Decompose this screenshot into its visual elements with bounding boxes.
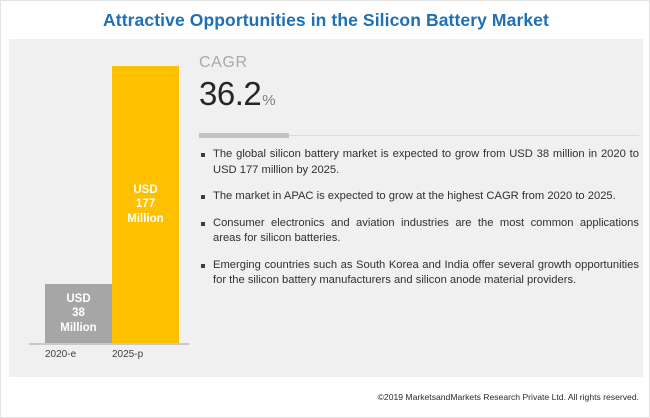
bar-2020-e: USD 38 Million [45, 283, 112, 343]
copyright-text: ©2019 MarketsandMarkets Research Private… [377, 392, 639, 402]
bar-2020-e-label: USD 38 Million [45, 292, 112, 336]
cagr-label: CAGR [199, 54, 248, 71]
bar-2025-p-label-line2: 177 [135, 198, 156, 211]
list-item: Emerging countries such as South Korea a… [199, 258, 639, 289]
highlights-list: The global silicon battery market is exp… [199, 147, 639, 300]
x-axis-tick-labels: 2020-e 2025-p [29, 349, 189, 367]
bar-2020-e-label-line1: USD [66, 292, 91, 305]
bar-2025-p-label-line3: Million [127, 212, 164, 225]
list-item: Consumer electronics and aviation indust… [199, 216, 639, 247]
x-tick-2025-p: 2025-p [112, 349, 144, 360]
divider-thin-line [199, 135, 639, 136]
bar-2020-e-label-line3: Million [60, 321, 97, 334]
bar-2025-p-label-line1: USD [133, 183, 158, 196]
cagr-number: 36.2 [199, 75, 262, 112]
bar-2025-p: USD 177 Million [112, 66, 179, 343]
x-axis-line [29, 343, 189, 345]
cagr-value: 36.2 % [199, 77, 276, 110]
divider-accent-segment [199, 133, 289, 138]
list-item: The market in APAC is expected to grow a… [199, 189, 639, 205]
cagr-percent-sign: % [262, 92, 276, 109]
list-item: The global silicon battery market is exp… [199, 147, 639, 178]
content-panel: USD 38 Million USD 177 Million 2020-e 20… [9, 39, 643, 379]
bar-chart: USD 38 Million USD 177 Million 2020-e 20… [15, 39, 193, 379]
section-divider [199, 133, 639, 138]
title-bar: Attractive Opportunities in the Silicon … [1, 1, 649, 39]
page-title: Attractive Opportunities in the Silicon … [103, 9, 549, 30]
bar-2025-p-label: USD 177 Million [112, 183, 179, 227]
footer-bar: ©2019 MarketsandMarkets Research Private… [1, 377, 649, 417]
info-column: CAGR 36.2 % The global silicon battery m… [199, 39, 639, 379]
x-tick-2020-e: 2020-e [45, 349, 77, 360]
bar-2020-e-label-line2: 38 [72, 307, 85, 320]
